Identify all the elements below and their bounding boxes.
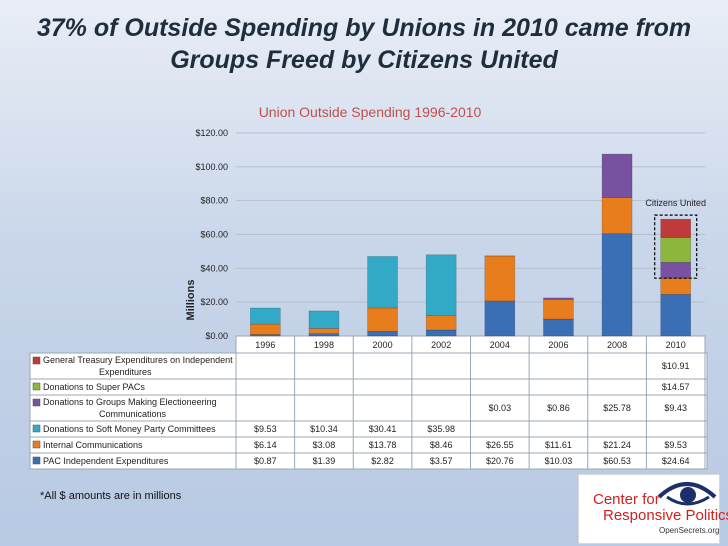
data-label: $20.76 (486, 456, 514, 466)
data-label: $24.64 (662, 456, 690, 466)
bar-segment (308, 328, 340, 334)
bar-segment (543, 318, 574, 337)
bar-segment (601, 233, 633, 337)
y-tick-label: $80.00 (200, 196, 228, 206)
data-label: $35.98 (427, 424, 455, 434)
legend-label: Donations to Super PACs (43, 382, 145, 392)
bar-segment (660, 218, 691, 238)
bar-segment (367, 307, 398, 332)
y-tick-label: $60.00 (200, 230, 228, 240)
x-tick-label: 1996 (255, 340, 275, 350)
data-label: $25.78 (603, 403, 631, 413)
slide-title: 37% of Outside Spending by Unions in 201… (20, 12, 708, 76)
bar-segment (660, 261, 691, 279)
data-label: $1.39 (313, 456, 336, 466)
data-label: $3.57 (430, 456, 453, 466)
bar-segment (660, 277, 691, 295)
data-label: $30.41 (369, 424, 397, 434)
data-label: $0.03 (489, 403, 512, 413)
bar-segment (601, 153, 633, 198)
bar-segment (484, 300, 516, 337)
legend-label: Internal Communications (43, 440, 143, 450)
bar-segment (250, 323, 281, 335)
data-label: $9.53 (664, 440, 687, 450)
citizens-united-annotation: Citizens United (645, 198, 706, 208)
data-label: $0.86 (547, 403, 570, 413)
x-tick-label: 2008 (607, 340, 627, 350)
bar-segment (308, 310, 340, 329)
data-label: $10.34 (310, 424, 338, 434)
bar-segment (601, 197, 633, 234)
y-axis-label: Millions (185, 280, 197, 321)
legend-label: PAC Independent Expenditures (43, 456, 169, 466)
legend-swatch (32, 356, 41, 365)
logo-line-2: Responsive Politics (603, 507, 728, 524)
eye-icon (657, 482, 717, 506)
bar-segment (660, 237, 691, 263)
bar-segment (660, 294, 691, 337)
legend-label-continued: Expenditures (99, 367, 152, 377)
chart-title: Union Outside Spending 1996-2010 (259, 104, 482, 120)
data-label: $3.08 (313, 440, 336, 450)
bar-segment (543, 297, 574, 300)
y-tick-label: $0.00 (205, 331, 228, 341)
bar-segment (484, 255, 516, 302)
bar-segment (425, 315, 457, 331)
data-label: $13.78 (369, 440, 397, 450)
bar-segment (250, 307, 281, 325)
y-tick-label: $120.00 (195, 128, 228, 138)
bar-segment (367, 330, 398, 337)
data-label: $6.14 (254, 440, 277, 450)
y-tick-label: $100.00 (195, 162, 228, 172)
slide-title-line-2: Groups Freed by Citizens United (170, 46, 558, 74)
data-label: $8.46 (430, 440, 453, 450)
data-label: $26.55 (486, 440, 514, 450)
bar-segment (425, 329, 457, 337)
x-tick-label: 2004 (490, 340, 510, 350)
legend-swatch (32, 456, 41, 465)
bar-segment (425, 254, 457, 316)
data-label: $9.53 (254, 424, 277, 434)
legend-label: Donations to Groups Making Electioneerin… (43, 397, 217, 407)
y-tick-label: $20.00 (200, 297, 228, 307)
data-label: $21.24 (603, 440, 631, 450)
legend-label: Donations to Soft Money Party Committees (43, 424, 216, 434)
y-tick-label: $40.00 (200, 263, 228, 273)
x-tick-label: 2002 (431, 340, 451, 350)
data-label: $14.57 (662, 382, 690, 392)
data-label: $10.91 (662, 361, 690, 371)
logo-line-3: OpenSecrets.org (659, 526, 720, 535)
data-label: $0.87 (254, 456, 277, 466)
data-label: $10.03 (545, 456, 573, 466)
bar-segment (367, 256, 398, 309)
data-label: $2.82 (371, 456, 394, 466)
legend-swatch (32, 382, 41, 391)
legend-swatch (32, 424, 41, 433)
x-tick-label: 2000 (373, 340, 393, 350)
legend-label-continued: Communications (99, 409, 167, 419)
bar-segment (543, 299, 574, 320)
data-label: $60.53 (603, 456, 631, 466)
bar-segment (308, 333, 340, 337)
legend-swatch (32, 398, 41, 407)
x-tick-label: 1998 (314, 340, 334, 350)
x-tick-label: 2010 (666, 340, 686, 350)
slide-title-line-1: 37% of Outside Spending by Unions in 201… (36, 14, 692, 42)
table-body-bg (29, 352, 708, 470)
legend-swatch (32, 440, 41, 449)
logo-line-1: Center for (593, 491, 660, 508)
data-label: $11.61 (545, 440, 572, 450)
crp-logo: Center for Responsive Politics OpenSecre… (578, 474, 728, 544)
x-tick-label: 2006 (548, 340, 568, 350)
citizens-united-box (654, 214, 698, 279)
data-label: $9.43 (664, 403, 687, 413)
legend-label: General Treasury Expenditures on Indepen… (43, 355, 233, 365)
footnote: *All $ amounts are in millions (40, 490, 182, 502)
